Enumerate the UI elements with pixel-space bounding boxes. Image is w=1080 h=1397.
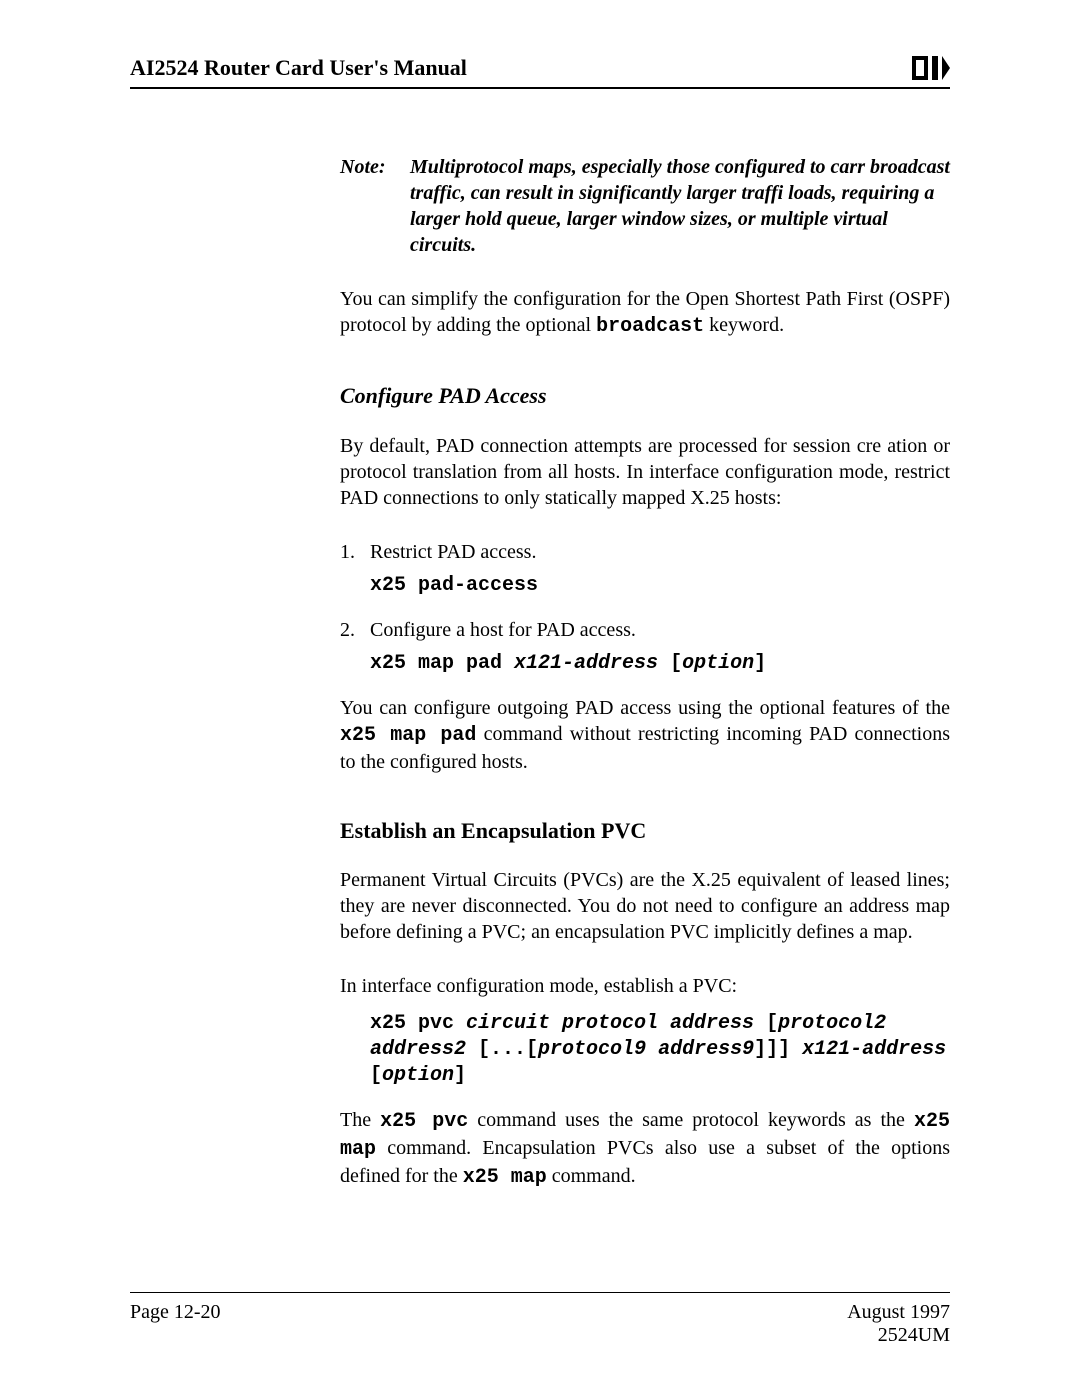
inline-code: x25 pvc: [380, 1110, 468, 1133]
page-header: AI2524 Router Card User's Manual: [130, 55, 950, 89]
paragraph: Permanent Virtual Circuits (PVCs) are th…: [340, 867, 950, 945]
section-heading: Establish an Encapsulation PVC: [340, 817, 950, 846]
paragraph: By default, PAD connection attempts are …: [340, 433, 950, 511]
note-text: Multiprotocol maps, especially those con…: [410, 154, 950, 258]
footer-docid: 2524UM: [847, 1324, 950, 1347]
company-logo-icon: [912, 56, 950, 80]
code-italic: option: [682, 652, 754, 675]
page-container: AI2524 Router Card User's Manual Note: M…: [0, 0, 1080, 1397]
code-block: x25 pvc circuit protocol address [ protoc…: [370, 1011, 950, 1089]
code-italic: x121-address: [802, 1038, 946, 1061]
code-text: [...[: [478, 1038, 538, 1061]
text: command uses the same protocol keywords …: [468, 1109, 914, 1131]
code-text: [: [670, 652, 682, 675]
list-text: Configure a host for PAD access.: [370, 617, 950, 643]
paragraph: The x25 pvc command uses the same protoc…: [340, 1107, 950, 1191]
text: keyword.: [704, 314, 784, 336]
code-text: ]: [454, 1064, 466, 1087]
text: command.: [547, 1165, 636, 1187]
inline-code: broadcast: [596, 315, 704, 338]
list-item: 1. Restrict PAD access.: [340, 539, 950, 565]
note-block: Note: Multiprotocol maps, especially tho…: [340, 154, 950, 258]
section-heading: Configure PAD Access: [340, 382, 950, 411]
code-italic: x121-address: [514, 652, 670, 675]
code-block: x25 map pad x121-address [option]: [370, 651, 950, 677]
code-italic: circuit protocol address: [466, 1012, 766, 1035]
note-label: Note:: [340, 154, 410, 258]
list-number: 1.: [340, 539, 370, 565]
text: The: [340, 1109, 380, 1131]
list-number: 2.: [340, 617, 370, 643]
list-item: 2. Configure a host for PAD access.: [340, 617, 950, 643]
code-text: ]]]: [754, 1038, 802, 1061]
footer-right: August 1997 2524UM: [847, 1301, 950, 1347]
page-footer: Page 12-20 August 1997 2524UM: [130, 1292, 950, 1347]
paragraph: You can simplify the configuration for t…: [340, 286, 950, 340]
paragraph: In interface configuration mode, establi…: [340, 973, 950, 999]
text: You can configure outgoing PAD access us…: [340, 697, 950, 719]
paragraph: You can configure outgoing PAD access us…: [340, 695, 950, 775]
code-italic: protocol9 address9: [538, 1038, 754, 1061]
content-area: Note: Multiprotocol maps, especially tho…: [340, 154, 950, 1191]
code-text: x25 pvc: [370, 1012, 466, 1035]
inline-code: x25 map pad: [340, 724, 476, 747]
inline-code: x25 map: [463, 1166, 547, 1189]
code-text: [: [766, 1012, 778, 1035]
footer-page-number: Page 12-20: [130, 1301, 221, 1347]
code-block: x25 pad-access: [370, 573, 950, 599]
list-text: Restrict PAD access.: [370, 539, 950, 565]
code-text: x25 map pad: [370, 652, 514, 675]
header-title: AI2524 Router Card User's Manual: [130, 55, 467, 81]
text: command. Encapsulation PVCs also use a s…: [340, 1137, 950, 1187]
code-text: ]: [754, 652, 766, 675]
code-text: [: [370, 1064, 382, 1087]
footer-date: August 1997: [847, 1301, 950, 1324]
code-italic: option: [382, 1064, 454, 1087]
